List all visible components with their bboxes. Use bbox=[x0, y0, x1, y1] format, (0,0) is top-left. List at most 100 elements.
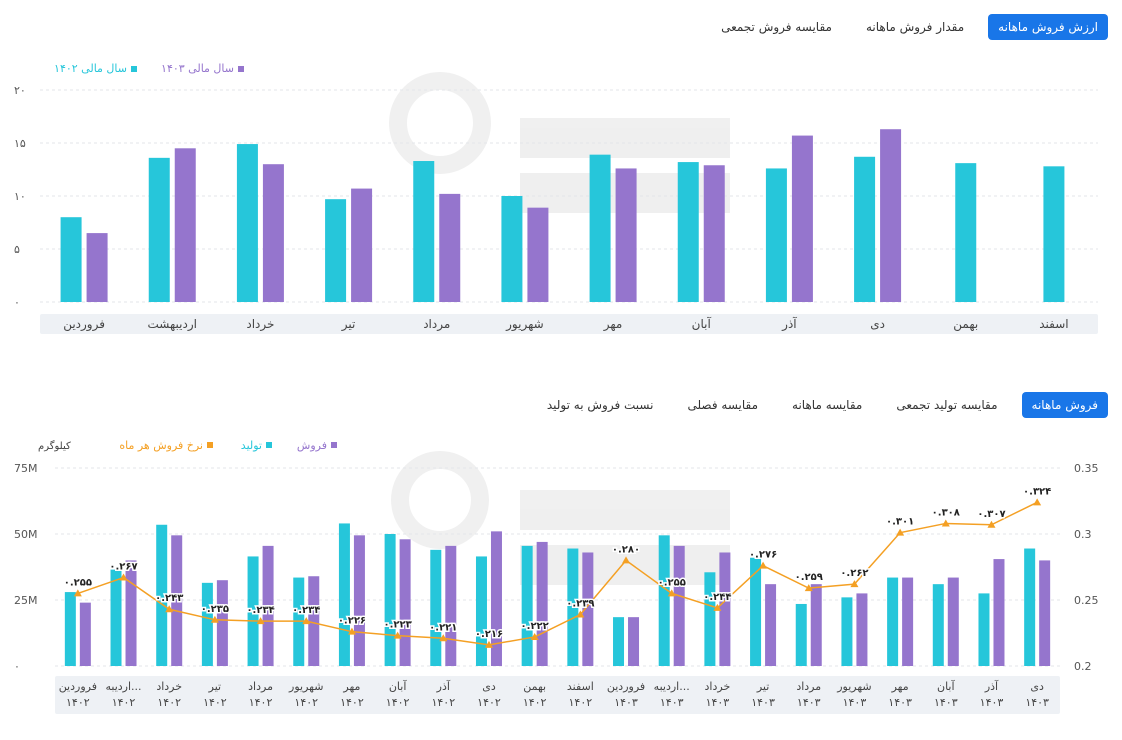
x-tick-month: اردیبه... bbox=[105, 680, 141, 693]
bar-sales bbox=[536, 541, 548, 666]
sales-rate-point bbox=[576, 610, 585, 618]
bar-sales bbox=[353, 535, 365, 666]
legend-swatch-1402 bbox=[131, 66, 137, 72]
x-tick-year: ۱۴۰۳ bbox=[1025, 696, 1049, 709]
tab-sales-quantity[interactable]: مقدار فروش ماهانه bbox=[865, 20, 965, 34]
legend-label-sales: فروش bbox=[297, 439, 327, 452]
sales-rate-point bbox=[347, 627, 356, 635]
x-tick-label: مهر bbox=[603, 317, 623, 332]
bar-production bbox=[613, 617, 625, 666]
legend-label-1403: سال مالی ۱۴۰۳ bbox=[161, 62, 234, 75]
sales-rate-label: ۰.۲۳۴ bbox=[292, 605, 320, 616]
legend-swatch-1403 bbox=[238, 66, 244, 72]
tab-monthly-comparison[interactable]: مقایسه ماهانه bbox=[792, 398, 863, 412]
bar-1402 bbox=[854, 156, 876, 302]
x-tick-month: مهر bbox=[891, 680, 909, 693]
sales-rate-point bbox=[484, 640, 493, 648]
x-tick-month: مرداد bbox=[248, 680, 273, 693]
bar-1402 bbox=[60, 217, 82, 302]
bar-1403 bbox=[527, 207, 549, 302]
bar-production bbox=[658, 535, 670, 666]
tab-sales-to-production-ratio[interactable]: نسبت فروش به تولید bbox=[546, 398, 654, 412]
sales-rate-line bbox=[77, 501, 1038, 646]
bar-sales bbox=[490, 531, 502, 666]
x-tick-year: ۱۴۰۳ bbox=[614, 696, 638, 709]
sales-rate-label: ۰.۲۲۳ bbox=[384, 620, 412, 631]
x-tick-year: ۱۴۰۳ bbox=[797, 696, 821, 709]
sales-rate-point bbox=[622, 556, 631, 564]
x-tick-year: ۱۴۰۲ bbox=[523, 696, 547, 709]
bar-1402 bbox=[765, 168, 787, 302]
sales-rate-point bbox=[850, 580, 859, 588]
bar-sales bbox=[947, 577, 959, 666]
tab-seasonal-comparison[interactable]: مقایسه فصلی bbox=[687, 398, 759, 412]
monthly-sales-value-chart: ۰ ۵ ۱۰ ۱۵ ۲۰ فروردین اردیبهشت خرداد تیر مرداد شهر… bbox=[14, 62, 1098, 334]
x-tick-month: مرداد bbox=[796, 680, 821, 693]
bar-production bbox=[841, 597, 853, 666]
bar-production bbox=[201, 582, 213, 666]
bar-sales bbox=[216, 580, 228, 666]
tab-sales-value[interactable]: ارزش فروش ماهانه bbox=[988, 14, 1108, 40]
y-tick-label: ۲۰ bbox=[14, 84, 26, 97]
sales-rate-label: ۰.۲۴۳ bbox=[155, 593, 183, 604]
bar-production bbox=[1024, 548, 1036, 666]
bar-1402 bbox=[325, 199, 347, 302]
sales-rate-point bbox=[667, 589, 676, 597]
bar-1403 bbox=[351, 188, 373, 302]
sales-rate-label: ۰.۲۶۷ bbox=[109, 562, 137, 573]
bar-1402 bbox=[236, 144, 258, 302]
bar-sales bbox=[856, 593, 868, 666]
tab-cumulative-production[interactable]: مقایسه تولید تجمعی bbox=[896, 398, 998, 412]
sales-rate-point bbox=[941, 519, 950, 527]
sales-rate-label: ۰.۲۲۶ bbox=[338, 616, 366, 627]
bar-production bbox=[430, 549, 442, 666]
bar-production bbox=[338, 523, 350, 666]
top-tabs: ارزش فروش ماهانه مقدار فروش ماهانه مقایس… bbox=[711, 14, 1108, 40]
sales-rate-point bbox=[759, 561, 768, 569]
x-tick-month: شهریور bbox=[288, 680, 323, 693]
tab-cumulative-sales[interactable]: مقایسه فروش تجمعی bbox=[721, 20, 832, 34]
x-tick-month: مهر bbox=[342, 680, 360, 693]
sales-rate-point bbox=[393, 631, 402, 639]
bar-1403 bbox=[262, 164, 284, 302]
sales-rate-point bbox=[210, 615, 219, 623]
x-tick-year: ۱۴۰۳ bbox=[888, 696, 912, 709]
sales-rate-point bbox=[804, 584, 813, 592]
x-tick-label: آبان bbox=[692, 316, 712, 331]
x-tick-year: ۱۴۰۳ bbox=[934, 696, 958, 709]
x-tick-year: ۱۴۰۲ bbox=[431, 696, 455, 709]
x-tick-label: اردیبهشت bbox=[148, 317, 197, 332]
bar-1402 bbox=[1043, 166, 1065, 302]
y-tick-label: 25M bbox=[14, 594, 38, 607]
legend-swatch-sales bbox=[331, 442, 337, 448]
bar-1402 bbox=[413, 161, 435, 302]
x-tick-year: ۱۴۰۲ bbox=[112, 696, 136, 709]
bar-production bbox=[567, 548, 579, 666]
x-tick-year: ۱۴۰۳ bbox=[706, 696, 730, 709]
x-tick-month: اسفند bbox=[567, 680, 594, 693]
x-tick-month: آبان bbox=[937, 679, 955, 693]
y-tick-label: ۰ bbox=[14, 296, 20, 309]
bar-production bbox=[521, 545, 533, 666]
bar-1403 bbox=[86, 233, 108, 302]
x-tick-year: ۱۴۰۲ bbox=[340, 696, 364, 709]
tab-monthly-sales[interactable]: فروش ماهانه bbox=[1021, 392, 1108, 418]
bar-sales bbox=[765, 584, 777, 666]
y2-tick-label: 0.35 bbox=[1074, 462, 1099, 475]
bar-production bbox=[384, 534, 396, 666]
x-tick-label: تیر bbox=[341, 317, 356, 332]
x-axis-band bbox=[55, 676, 1060, 714]
bar-production bbox=[978, 593, 990, 666]
bar-production bbox=[475, 556, 487, 666]
bar-1403 bbox=[703, 165, 725, 302]
watermark-logo bbox=[391, 451, 730, 585]
sales-rate-label: ۰.۲۵۵ bbox=[64, 577, 92, 588]
x-tick-month: دی bbox=[1030, 680, 1044, 693]
x-tick-month: خرداد bbox=[156, 680, 182, 693]
y-tick-label: ۱۵ bbox=[14, 137, 26, 150]
sales-rate-label: ۰.۳۰۸ bbox=[932, 507, 960, 518]
y-tick-label: ۵ bbox=[14, 243, 20, 256]
monthly-sales-production-chart: ۰ 25M 50M 75M 0.2 0.25 0.3 0.35 کیلوگرم ۰.۲۵۵ ۰… bbox=[14, 439, 1099, 714]
sales-rate-label: ۰.۲۵۹ bbox=[795, 572, 823, 583]
legend-label-production: تولید bbox=[241, 439, 262, 452]
